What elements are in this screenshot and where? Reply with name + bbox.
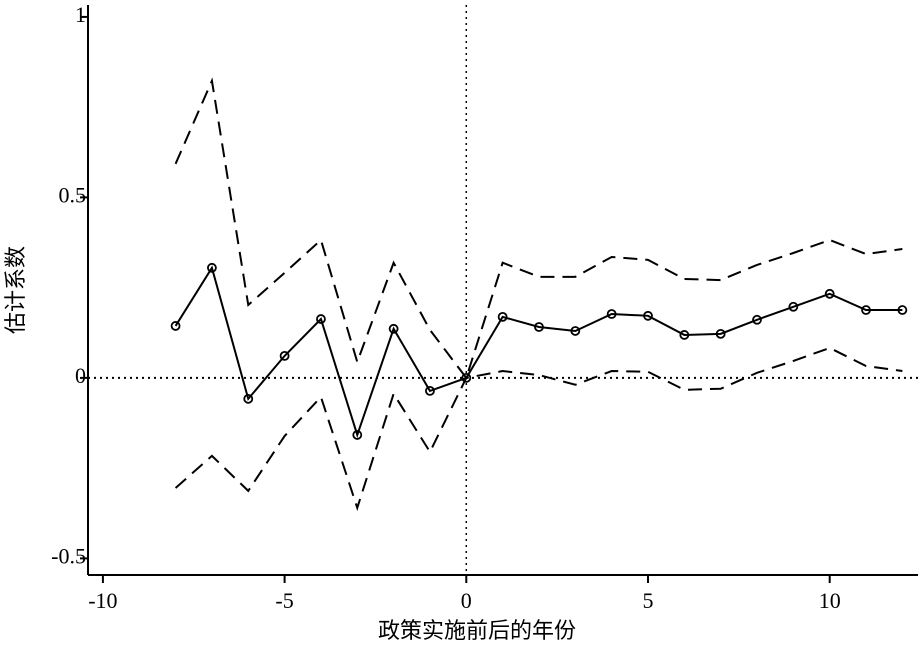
y-tick-label: 1	[75, 2, 86, 27]
series-line	[174, 346, 903, 512]
x-tick-label: -5	[275, 588, 293, 613]
point	[279, 350, 290, 361]
x-tick-label: 5	[642, 588, 653, 613]
y-tick-label: 0.5	[59, 182, 87, 207]
y-tick-label: -0.5	[51, 543, 86, 568]
point	[606, 309, 617, 319]
point	[316, 314, 326, 324]
y-tick-label: 0	[75, 363, 86, 388]
point	[497, 311, 508, 322]
point	[715, 328, 726, 339]
x-tick-label: 0	[461, 588, 472, 613]
series-line	[174, 265, 903, 439]
point	[861, 305, 871, 315]
x-axis-label: 政策实施前后的年份	[378, 618, 576, 643]
x-tick-label: -10	[88, 588, 117, 613]
y-axis-label: 估计系数	[3, 246, 28, 334]
point	[643, 310, 653, 321]
point	[352, 430, 363, 440]
point	[824, 288, 835, 299]
point	[207, 262, 217, 273]
point	[425, 385, 435, 396]
point	[570, 326, 581, 336]
point	[534, 322, 544, 332]
point	[461, 373, 472, 383]
point	[243, 393, 254, 404]
x-tick-label: 10	[819, 588, 841, 613]
point	[752, 314, 762, 325]
point	[388, 323, 399, 334]
point	[170, 321, 181, 331]
point	[897, 305, 908, 315]
series-line	[174, 77, 903, 381]
point	[788, 301, 799, 312]
point	[679, 330, 690, 340]
